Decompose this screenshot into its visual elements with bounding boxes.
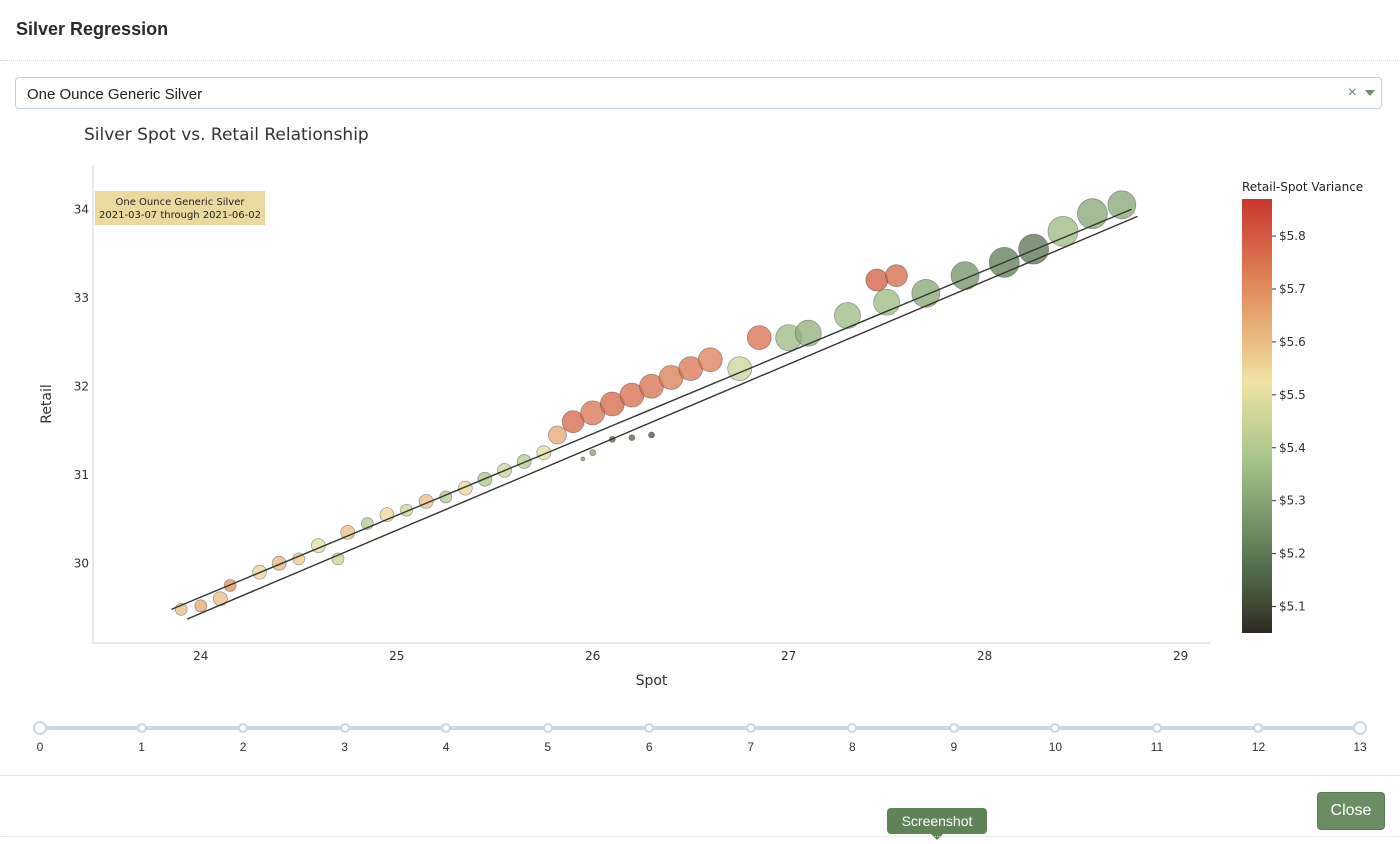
data-point — [516, 454, 532, 469]
modal-header: Silver Regression — [0, 0, 1400, 61]
range-slider-label: 7 — [747, 740, 755, 754]
range-slider-label: 9 — [950, 740, 958, 754]
range-slider-mark[interactable] — [1050, 723, 1061, 733]
data-point — [911, 278, 941, 308]
colorbar-tick-label: $5.8 — [1279, 229, 1306, 243]
x-tick-label: 26 — [585, 649, 600, 663]
data-point — [271, 555, 287, 571]
range-slider-mark[interactable] — [542, 723, 553, 733]
data-point — [561, 410, 585, 434]
range-slider-label: 6 — [645, 740, 653, 754]
x-axis-title: Spot — [636, 673, 668, 689]
chart-title: Silver Spot vs. Retail Relationship — [84, 125, 369, 145]
y-axis-title: Retail — [39, 384, 55, 424]
x-tick-label: 25 — [389, 649, 404, 663]
data-point — [589, 449, 597, 457]
range-slider-label: 3 — [341, 740, 348, 754]
data-point — [1018, 233, 1050, 265]
data-point — [194, 599, 208, 613]
divider — [0, 836, 1400, 844]
range-slider-handle-low[interactable] — [33, 721, 47, 735]
data-point — [834, 302, 861, 329]
colorbar-tick-label: $5.3 — [1279, 494, 1306, 508]
annotation-text: One Ounce Generic Silver — [116, 197, 246, 208]
colorbar-tick-label: $5.1 — [1279, 600, 1306, 614]
range-slider-label: 12 — [1251, 740, 1266, 754]
data-point — [548, 425, 567, 445]
product-select[interactable]: One Ounce Generic Silver × — [15, 77, 1382, 109]
x-tick-label: 27 — [781, 649, 796, 663]
chevron-down-icon[interactable] — [1365, 90, 1375, 96]
product-select-value: One Ounce Generic Silver — [27, 86, 203, 103]
range-slider-mark[interactable] — [1151, 723, 1162, 733]
close-icon[interactable]: × — [1347, 84, 1357, 101]
data-point — [1077, 198, 1108, 230]
data-point — [457, 480, 473, 496]
colorbar-gradient — [1242, 199, 1272, 633]
range-slider-label: 0 — [36, 740, 44, 754]
data-point — [1107, 190, 1137, 220]
data-point — [794, 319, 822, 347]
data-point — [746, 325, 772, 351]
data-point — [580, 456, 586, 462]
y-tick-label: 32 — [74, 379, 89, 393]
range-slider-mark[interactable] — [948, 723, 959, 733]
screenshot-tooltip[interactable]: Screenshot — [887, 808, 987, 840]
range-slider-track[interactable] — [40, 726, 1360, 730]
colorbar-tick-label: $5.6 — [1279, 335, 1306, 349]
colorbar-tick-label: $5.5 — [1279, 388, 1306, 402]
colorbar-tick-label: $5.2 — [1279, 547, 1306, 561]
regression-line — [171, 208, 1132, 611]
colorbar-tick-label: $5.7 — [1279, 282, 1306, 296]
colorbar-tick-label: $5.4 — [1279, 441, 1306, 455]
range-slider-label: 1 — [138, 740, 145, 754]
colorbar-title: Retail-Spot Variance — [1242, 180, 1363, 194]
scatter-plot: 24 25 26 27 28 29 30 31 32 33 34 Spot Retail One Oun… — [39, 165, 1363, 689]
range-slider-label: 4 — [442, 740, 450, 754]
close-button[interactable]: Close — [1317, 792, 1385, 830]
annotation-box — [95, 191, 265, 225]
range-slider-mark[interactable] — [644, 723, 655, 733]
range-slider-label: 11 — [1150, 740, 1164, 754]
x-tick-label: 24 — [193, 649, 208, 663]
y-tick-label: 31 — [74, 468, 89, 482]
range-slider-mark[interactable] — [339, 723, 350, 733]
modal-title: Silver Regression — [16, 19, 169, 39]
range-slider-label: 10 — [1048, 740, 1063, 754]
range-slider-mark[interactable] — [745, 723, 756, 733]
range-slider-label: 5 — [544, 740, 552, 754]
range-slider-label: 13 — [1353, 740, 1367, 754]
x-tick-label: 28 — [977, 649, 992, 663]
range-slider-mark[interactable] — [1253, 723, 1264, 733]
regression-line — [186, 215, 1138, 620]
range-slider-handle-high[interactable] — [1353, 721, 1367, 735]
y-tick-label: 30 — [74, 556, 89, 570]
data-point — [648, 431, 655, 439]
data-point — [628, 434, 636, 442]
x-tick-label: 29 — [1173, 649, 1188, 663]
y-tick-label: 34 — [74, 202, 89, 216]
range-slider-mark[interactable] — [238, 723, 249, 733]
modal-footer — [0, 775, 1400, 844]
range-slider-mark[interactable] — [847, 723, 858, 733]
data-point — [697, 347, 723, 373]
range-slider-label: 8 — [848, 740, 856, 754]
data-point — [885, 264, 908, 288]
annotation-text: 2021-03-07 through 2021-06-02 — [99, 210, 261, 221]
range-slider-mark[interactable] — [136, 723, 147, 733]
y-tick-label: 33 — [74, 291, 89, 305]
range-slider-mark[interactable] — [441, 723, 452, 733]
data-point — [865, 268, 889, 292]
range-slider-label: 2 — [239, 740, 247, 754]
